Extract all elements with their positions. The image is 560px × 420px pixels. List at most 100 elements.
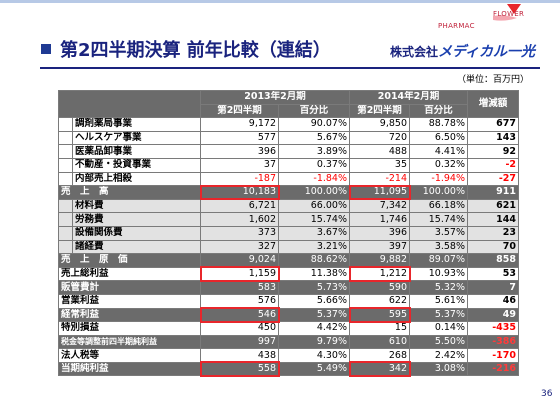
pct-2014: 88.78% bbox=[409, 117, 468, 132]
value-2014: 15 bbox=[349, 321, 410, 336]
value-2014: 7,342 bbox=[349, 198, 410, 214]
company-prefix: 株式会社 bbox=[390, 45, 439, 59]
value-2013: 396 bbox=[200, 144, 279, 159]
table-row: 設備関係費 373 3.67% 396 3.57% 23 bbox=[58, 225, 519, 241]
period-a-header: 2013年2月期 bbox=[200, 90, 350, 105]
title-bullet-icon bbox=[41, 44, 51, 54]
pct-2014: 10.93% bbox=[409, 266, 468, 282]
value-2013: 373 bbox=[200, 225, 279, 241]
row-label: ヘルスケア事業 bbox=[72, 130, 201, 146]
value-2013: 583 bbox=[200, 280, 279, 295]
change-value: 143 bbox=[467, 130, 519, 146]
pct-2013: 5.49% bbox=[278, 361, 350, 377]
pct-2013: 100.00% bbox=[278, 185, 350, 200]
pct-2014: 3.57% bbox=[409, 225, 468, 241]
change-header: 増減額 bbox=[467, 89, 519, 119]
pct-2014: -1.94% bbox=[409, 171, 468, 187]
table-row: 売 上 高 10,183 100.00% 11,095 100.00% 911 bbox=[58, 185, 519, 200]
pct-2013: 5.73% bbox=[278, 280, 350, 295]
header-blank bbox=[58, 89, 201, 119]
title-underline bbox=[40, 67, 540, 69]
pct-2014: 2.42% bbox=[409, 348, 468, 363]
pct-2013: 4.42% bbox=[278, 321, 350, 336]
row-label: 諸経費 bbox=[72, 239, 201, 255]
value-2013: 10,183 bbox=[200, 185, 279, 200]
row-indent-cell bbox=[58, 157, 73, 173]
change-value: 92 bbox=[467, 144, 519, 159]
value-2014: 397 bbox=[349, 239, 410, 255]
row-label: 設備関係費 bbox=[72, 225, 201, 241]
value-2013: 577 bbox=[200, 130, 279, 146]
pct-2013: 90.07% bbox=[278, 117, 350, 132]
pct-2013: 88.62% bbox=[278, 253, 350, 268]
table-row: 売 上 原 価 9,024 88.62% 9,882 89.07% 858 bbox=[58, 253, 519, 268]
value-2014: 595 bbox=[349, 307, 410, 323]
pct-2013: 9.79% bbox=[278, 334, 350, 350]
table-row: 労務費 1,602 15.74% 1,746 15.74% 144 bbox=[58, 212, 519, 227]
row-label: 経常利益 bbox=[58, 307, 201, 323]
change-value: 49 bbox=[467, 307, 519, 323]
pct-2013: 66.00% bbox=[278, 198, 350, 214]
change-value: 23 bbox=[467, 225, 519, 241]
pct-2014: 66.18% bbox=[409, 198, 468, 214]
value-2014: 488 bbox=[349, 144, 410, 159]
value-2013: 6,721 bbox=[200, 198, 279, 214]
table-row: 営業利益 576 5.66% 622 5.61% 46 bbox=[58, 293, 519, 309]
value-2013: 327 bbox=[200, 239, 279, 255]
value-2013: 1,159 bbox=[200, 266, 279, 282]
row-indent-cell bbox=[58, 130, 73, 146]
row-label: 法人税等 bbox=[58, 348, 201, 363]
pct-2013: 5.37% bbox=[278, 307, 350, 323]
row-label: 不動産・投資事業 bbox=[72, 157, 201, 173]
value-2014: 396 bbox=[349, 225, 410, 241]
value-2014: 590 bbox=[349, 280, 410, 295]
change-value: -27 bbox=[467, 171, 519, 187]
pct-2014: 5.61% bbox=[409, 293, 468, 309]
value-2014: 9,850 bbox=[349, 117, 410, 132]
sub-value-header: 第2四半期 bbox=[200, 103, 279, 119]
row-indent-cell bbox=[58, 171, 73, 187]
row-label: 医薬品卸事業 bbox=[72, 144, 201, 159]
table-row: 法人税等 438 4.30% 268 2.42% -170 bbox=[58, 348, 519, 363]
pct-2013: 3.21% bbox=[278, 239, 350, 255]
row-label: 調剤薬局事業 bbox=[72, 117, 201, 132]
row-label: 販管費計 bbox=[58, 280, 201, 295]
pct-2013: 11.38% bbox=[278, 266, 350, 282]
row-label: 材料費 bbox=[72, 198, 201, 214]
logo-pharmacy-text: PHARMAC bbox=[438, 22, 475, 30]
pct-2014: 3.08% bbox=[409, 361, 468, 377]
pct-2013: 3.89% bbox=[278, 144, 350, 159]
table-row: 諸経費 327 3.21% 397 3.58% 70 bbox=[58, 239, 519, 255]
table-row: 特別損益 450 4.42% 15 0.14% -435 bbox=[58, 321, 519, 336]
table-row: 経常利益 546 5.37% 595 5.37% 49 bbox=[58, 307, 519, 323]
value-2013: 576 bbox=[200, 293, 279, 309]
table-row: 医薬品卸事業 396 3.89% 488 4.41% 92 bbox=[58, 144, 519, 159]
pct-2014: 5.37% bbox=[409, 307, 468, 323]
value-2014: 720 bbox=[349, 130, 410, 146]
value-2014: 9,882 bbox=[349, 253, 410, 268]
page-number: 36 bbox=[541, 389, 553, 399]
value-2014: 1,212 bbox=[349, 266, 410, 282]
change-value: 144 bbox=[467, 212, 519, 227]
row-label: 売 上 原 価 bbox=[58, 253, 201, 268]
value-2014: -214 bbox=[349, 171, 410, 187]
row-label: 税金等調整前四半期純利益 bbox=[58, 334, 201, 350]
value-2014: 1,746 bbox=[349, 212, 410, 227]
flower-logo-icon bbox=[493, 4, 521, 21]
value-2013: 558 bbox=[200, 361, 279, 377]
row-label: 売上総利益 bbox=[58, 266, 201, 282]
pct-2014: 89.07% bbox=[409, 253, 468, 268]
table-row: 売上総利益 1,159 11.38% 1,212 10.93% 53 bbox=[58, 266, 519, 282]
table-row: ヘルスケア事業 577 5.67% 720 6.50% 143 bbox=[58, 130, 519, 146]
unit-label: （単位：百万円） bbox=[457, 75, 530, 85]
value-2013: 1,602 bbox=[200, 212, 279, 227]
pct-2013: 5.67% bbox=[278, 130, 350, 146]
table-row: 内部売上相殺 -187 -1.84% -214 -1.94% -27 bbox=[58, 171, 519, 187]
row-indent-cell bbox=[58, 239, 73, 255]
pct-2013: -1.84% bbox=[278, 171, 350, 187]
company-brand: メディカル一光 bbox=[438, 44, 536, 60]
pct-2014: 5.32% bbox=[409, 280, 468, 295]
table-row: 材料費 6,721 66.00% 7,342 66.18% 621 bbox=[58, 198, 519, 214]
change-value: 858 bbox=[467, 253, 519, 268]
company-name: 株式会社メディカル一光 bbox=[390, 41, 535, 61]
